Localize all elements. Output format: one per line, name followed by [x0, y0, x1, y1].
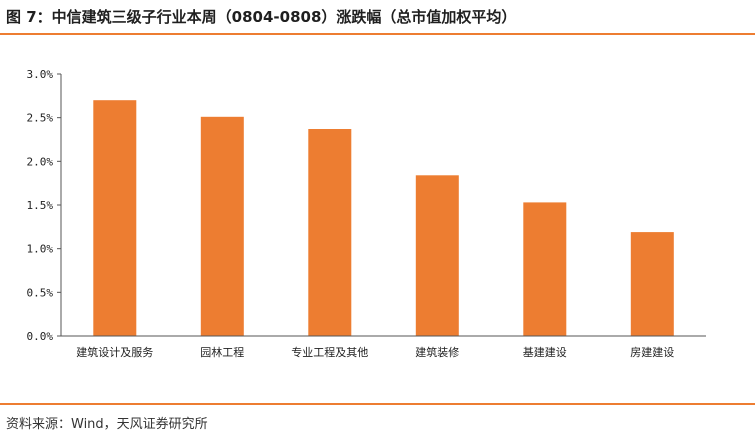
- bars: [93, 100, 674, 336]
- y-axis: 0.0% 0.5% 1.0% 1.5% 2.0% 2.5% 3.0%: [27, 68, 62, 343]
- bar: [308, 129, 352, 336]
- x-tick-label: 建筑装修: [415, 345, 459, 359]
- footer-divider: [0, 403, 755, 405]
- y-tick-label: 3.0%: [27, 68, 54, 81]
- y-tick-label: 0.0%: [27, 330, 54, 343]
- bar: [630, 232, 674, 336]
- y-tick-label: 1.0%: [27, 243, 54, 256]
- x-tick-label: 建筑设计及服务: [76, 345, 153, 359]
- x-axis: 建筑设计及服务 园林工程 专业工程及其他 建筑装修 基建建设 房建建设: [61, 335, 706, 359]
- bar: [200, 116, 244, 336]
- source-note: 资料来源：Wind，天风证券研究所: [6, 417, 208, 432]
- figure-title: 图 7：中信建筑三级子行业本周（0804-0808）涨跌幅（总市值加权平均）: [6, 8, 517, 26]
- x-tick-label: 房建建设: [630, 345, 674, 359]
- bar: [93, 100, 137, 336]
- bar: [415, 175, 459, 336]
- y-tick-label: 2.5%: [27, 112, 54, 125]
- y-tick-label: 2.0%: [27, 155, 54, 168]
- x-tick-label: 专业工程及其他: [291, 345, 368, 359]
- x-tick-label: 基建建设: [523, 345, 567, 359]
- y-tick-label: 1.5%: [27, 199, 54, 212]
- bar-chart: 0.0% 0.5% 1.0% 1.5% 2.0% 2.5% 3.0% 建筑设计及服务 园林工程…: [27, 68, 706, 359]
- y-tick-label: 0.5%: [27, 286, 54, 299]
- title-divider: [0, 33, 755, 35]
- bar: [523, 202, 567, 336]
- x-tick-label: 园林工程: [200, 345, 244, 359]
